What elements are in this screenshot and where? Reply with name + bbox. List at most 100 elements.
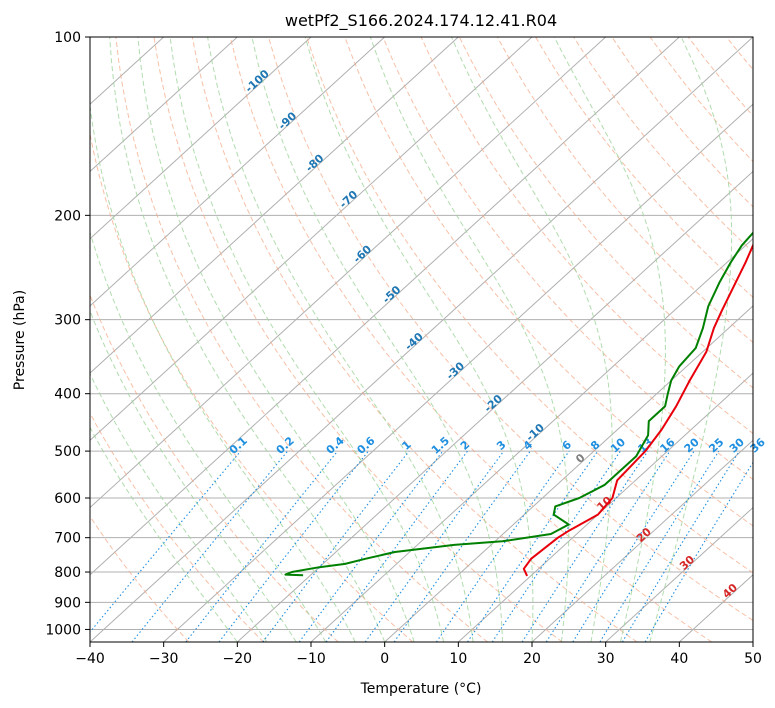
y-tick-label: 200 [54,208,81,224]
moist-adiabat-line [207,37,474,642]
isotherm-line [236,170,753,642]
dry-adiabat-line [229,37,712,642]
moist-adiabat-line [251,37,503,642]
background-lines [90,37,775,642]
mixing-ratio-label: 0.4 [324,434,347,457]
isotherm-line [531,439,753,642]
isotherm-line [90,37,533,442]
mixing-ratio-line [325,450,468,642]
mixing-ratio-line [90,450,242,633]
x-tick-label: 20 [523,651,541,667]
mixing-ratio-label: 1.5 [429,434,452,457]
mixing-ratio-label: 25 [706,436,726,456]
mixing-ratio-line [621,450,740,642]
moist-adiabat-line [304,37,534,642]
mixing-ratio-label: 30 [727,435,747,455]
x-axis-label: Temperature (°C) [360,681,482,697]
x-tick-label: 30 [597,651,615,667]
y-tick-label: 600 [54,491,81,507]
dry-adiabat-line [649,37,753,163]
isotherm-line [90,37,753,642]
mixing-ratio-label: 16 [658,435,678,455]
mixing-ratio-line [393,450,531,642]
mixing-ratio-label: 20 [682,435,702,455]
moist-adiabat-line [90,372,268,642]
isotherm-line [90,37,607,509]
moist-adiabat-line [90,309,297,642]
x-tick-label: −10 [296,651,326,667]
y-tick-label: 100 [54,30,81,46]
profile-lines [284,231,753,577]
isotherm-label: -40 [402,330,426,353]
moist-adiabat-line [451,37,613,642]
dry-adiabat-line [90,515,190,642]
dry-adiabat-line [153,37,563,642]
plot-frame [89,36,754,643]
mixing-ratio-line [218,450,369,642]
isotherm-line [90,37,386,307]
isotherm-line [90,37,459,374]
moist-adiabat-line [109,37,386,642]
dry-adiabat-line [765,37,775,642]
moist-adiabat-line [90,101,356,642]
isotherm-line [752,641,753,642]
dry-adiabat-line [726,37,753,71]
mixing-ratio-line [262,450,410,642]
moist-adiabat-line [369,37,570,642]
dry-adiabat-line [573,37,753,253]
moist-adiabat-line [90,230,327,642]
y-tick-label: 300 [54,313,81,329]
isotherm-label: -80 [303,151,327,174]
mixing-ratio-line [298,450,444,642]
dry-adiabat-line [268,37,753,622]
isotherm-label: -60 [351,242,375,265]
mixing-ratio-line [491,450,621,642]
dry-adiabat-label: 20 [634,525,654,545]
y-axis-label: Pressure (hPa) [12,290,28,390]
y-tick-label: 400 [54,387,81,403]
x-tick-label: −30 [149,651,179,667]
dry-adiabat-line [382,37,753,481]
y-tick-label: 1000 [45,622,81,638]
y-axis-ticks: 100 200 300 400 500 600 700 800 900 1000 [45,30,90,638]
moist-adiabat-line [169,37,445,642]
isotherm-label: -20 [482,392,506,415]
isotherm-line [90,37,312,240]
dry-adiabat-line [90,412,264,642]
x-tick-label: 50 [744,651,762,667]
mixing-ratio-label: 0.2 [274,434,297,457]
dry-adiabat-line [306,37,753,574]
isotherm-label: -90 [276,109,300,132]
dry-adiabat-line [420,37,753,435]
mixing-ratio-line [467,450,599,642]
moist-adiabat-line [553,37,666,642]
dry-adiabat-line [90,131,414,642]
mixing-ratio-line [364,450,505,642]
x-tick-label: 10 [449,651,467,667]
x-tick-label: 0 [380,651,389,667]
mixing-ratio-line [572,450,695,642]
dry-adiabat-line [115,37,488,642]
dry-adiabat-line [344,37,753,527]
isotherm-line [163,103,753,642]
x-tick-label: 40 [670,651,688,667]
dry-adiabat-line [611,37,753,208]
mixing-ratio-line [131,450,289,642]
mixing-ratio-label: 0.6 [354,434,377,457]
dry-adiabat-label: 40 [720,581,740,601]
y-tick-label: 700 [54,531,81,547]
mixing-ratio-line [521,450,649,642]
dry-adiabat-line [191,37,638,642]
line-labels: 0.1 0.2 0.4 0.6 1 1.5 2 3 4 6 8 10 13 16 20 25 30 36-100-… [227,67,768,601]
isotherm-line [90,37,680,576]
isotherm-label: -100 [243,67,272,95]
isotherm-label: -70 [337,188,361,211]
x-tick-label: −20 [223,651,253,667]
dry-adiabat-line [496,37,753,344]
y-tick-label: 800 [54,565,81,581]
mixing-ratio-label: 36 [748,435,768,455]
dry-adiabat-line [687,37,753,117]
isotherm-line [605,506,753,642]
dewpoint-profile-line [284,231,753,577]
